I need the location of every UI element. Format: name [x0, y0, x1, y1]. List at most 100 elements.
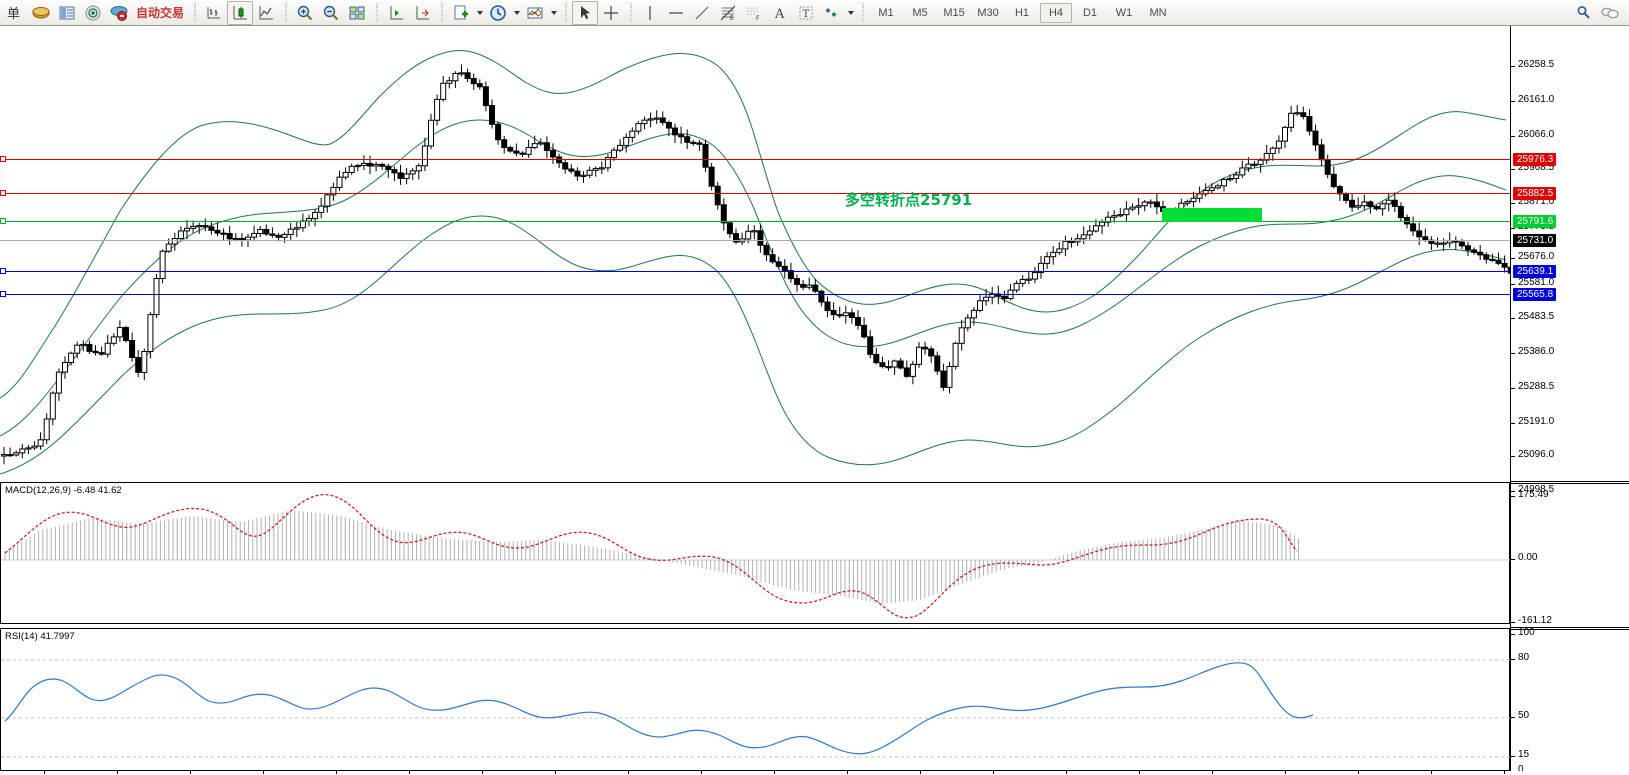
support-handle-25565[interactable] — [0, 291, 6, 297]
zoom-in-icon[interactable] — [292, 1, 318, 25]
resistance-handle-25882[interactable] — [0, 190, 6, 196]
time-tick — [409, 771, 410, 774]
market-icon[interactable] — [106, 1, 132, 25]
navigator-icon[interactable] — [54, 1, 80, 25]
autotrading-label[interactable]: 自动交易 — [136, 6, 185, 20]
support-line-25639[interactable] — [0, 271, 1510, 272]
toolbar-separator — [373, 2, 381, 23]
support-handle-25639[interactable] — [0, 268, 6, 274]
pivot-annotation-text[interactable]: 多空转折点25791 — [845, 191, 973, 209]
macd-pane[interactable]: MACD(12,26,9) -6.48 41.62 — [0, 482, 1510, 624]
templates-icon[interactable] — [448, 1, 474, 25]
trendline-icon[interactable] — [689, 1, 715, 25]
indicators-icon[interactable] — [522, 1, 548, 25]
pivot-handle-25791[interactable] — [0, 218, 6, 224]
auto-scroll-icon[interactable] — [409, 1, 435, 25]
price-axis[interactable]: 26258.526161.026066.025976.325968.525882… — [1510, 26, 1629, 775]
fibonacci-icon[interactable]: E — [715, 1, 741, 25]
chart-shift-icon[interactable] — [383, 1, 409, 25]
svg-text:单: 单 — [7, 7, 20, 22]
timeframe-h4[interactable]: H4 — [1040, 2, 1073, 23]
candlestick-chart-icon[interactable] — [227, 0, 254, 25]
toolbar-separator — [627, 2, 635, 23]
chevron-down-icon[interactable] — [845, 1, 856, 25]
data-window-icon[interactable] — [28, 1, 54, 25]
timeframe-m1[interactable]: M1 — [878, 6, 894, 19]
time-tick — [1212, 771, 1213, 774]
price-level-badge[interactable]: 25731.0 — [1513, 234, 1557, 247]
current-price-line — [0, 240, 1510, 241]
axis-divider-macd — [1511, 481, 1629, 482]
time-tick — [263, 771, 264, 774]
time-tick — [993, 771, 994, 774]
crosshair-icon[interactable] — [598, 1, 624, 25]
text-icon[interactable]: A — [767, 1, 793, 25]
chevron-down-icon[interactable] — [548, 1, 559, 25]
label-icon[interactable]: T — [793, 1, 819, 25]
timeframe-m15[interactable]: M15 — [943, 6, 965, 19]
time-tick — [44, 771, 45, 774]
chevron-down-icon[interactable] — [511, 1, 522, 25]
support-line-25565[interactable] — [0, 294, 1510, 295]
toolbar-separator — [859, 2, 867, 23]
resistance-handle-25976[interactable] — [0, 156, 6, 162]
price-level-badge[interactable]: 25565.8 — [1513, 288, 1557, 301]
macd-label: MACD(12,26,9) -6.48 41.62 — [5, 485, 122, 496]
price-level-badge[interactable]: 25976.3 — [1513, 153, 1557, 166]
macd-svg — [1, 493, 1510, 619]
new-order-icon[interactable]: 单 — [2, 1, 28, 25]
timeframe-m5[interactable]: M5 — [912, 6, 928, 19]
svg-text:A: A — [774, 7, 785, 22]
time-tick — [482, 771, 483, 774]
signals-icon[interactable] — [80, 1, 106, 25]
vertical-line-icon[interactable] — [637, 1, 663, 25]
timeframe-w1[interactable]: W1 — [1115, 6, 1133, 19]
main-toolbar: 单 自动交易 — [0, 0, 1629, 26]
time-tick — [117, 771, 118, 774]
time-tick — [1285, 771, 1286, 774]
axis-divider-rsi — [1511, 627, 1629, 628]
rsi-svg — [1, 659, 1510, 758]
price-level-badge[interactable]: 25882.5 — [1513, 187, 1557, 200]
highlight-rectangle[interactable] — [1162, 208, 1262, 222]
time-tick — [1504, 771, 1505, 774]
search-icon[interactable] — [1571, 1, 1597, 25]
timeframe-m30[interactable]: M30 — [977, 6, 999, 19]
pivot-line-25791[interactable] — [0, 221, 1510, 222]
pointer-icon[interactable] — [572, 0, 599, 25]
bar-chart-icon[interactable] — [201, 1, 227, 25]
price-level-badge[interactable]: 25791.6 — [1513, 215, 1557, 228]
channel-icon[interactable]: F — [741, 1, 767, 25]
objects-icon[interactable] — [819, 1, 845, 25]
period-icon[interactable] — [485, 1, 511, 25]
rsi-curve — [4, 662, 1314, 755]
time-tick — [701, 771, 702, 774]
line-chart-icon[interactable] — [253, 1, 279, 25]
chart-canvas-area[interactable]: DJ30-,H4 25698.0 25734.0 25698.0 25731.0… — [0, 26, 1629, 775]
zoom-out-icon[interactable] — [318, 1, 344, 25]
axis-divider-rsi2 — [1511, 629, 1629, 630]
tile-windows-icon[interactable] — [344, 1, 370, 25]
timeframe-h1[interactable]: H1 — [1014, 6, 1030, 19]
resistance-line-25976[interactable] — [0, 159, 1510, 160]
time-tick — [920, 771, 921, 774]
svg-text:F: F — [756, 15, 760, 22]
bollinger-upper-band — [0, 50, 1507, 399]
toolbar-right-group — [1571, 1, 1629, 25]
resistance-line-25882[interactable] — [0, 193, 1510, 194]
svg-text:T: T — [803, 9, 810, 20]
time-tick — [1139, 771, 1140, 774]
price-level-badge[interactable]: 25639.1 — [1513, 265, 1557, 278]
time-tick — [190, 771, 191, 774]
main-price-pane[interactable]: 多空转折点25791 — [0, 26, 1514, 478]
candlestick-series — [1, 64, 1514, 465]
timeframe-mn[interactable]: MN — [1149, 6, 1167, 19]
horizontal-line-icon[interactable] — [663, 1, 689, 25]
chat-icon[interactable] — [1597, 1, 1623, 25]
time-axis[interactable]: 12 Feb 201913 Feb 08:0014 Feb 16:0017 Fe… — [0, 771, 1629, 775]
chevron-down-icon[interactable] — [474, 1, 485, 25]
toolbar-separator — [438, 2, 446, 23]
rsi-pane[interactable]: RSI(14) 41.7997 — [0, 628, 1510, 771]
timeframe-d1[interactable]: D1 — [1082, 6, 1098, 19]
time-tick — [336, 771, 337, 774]
